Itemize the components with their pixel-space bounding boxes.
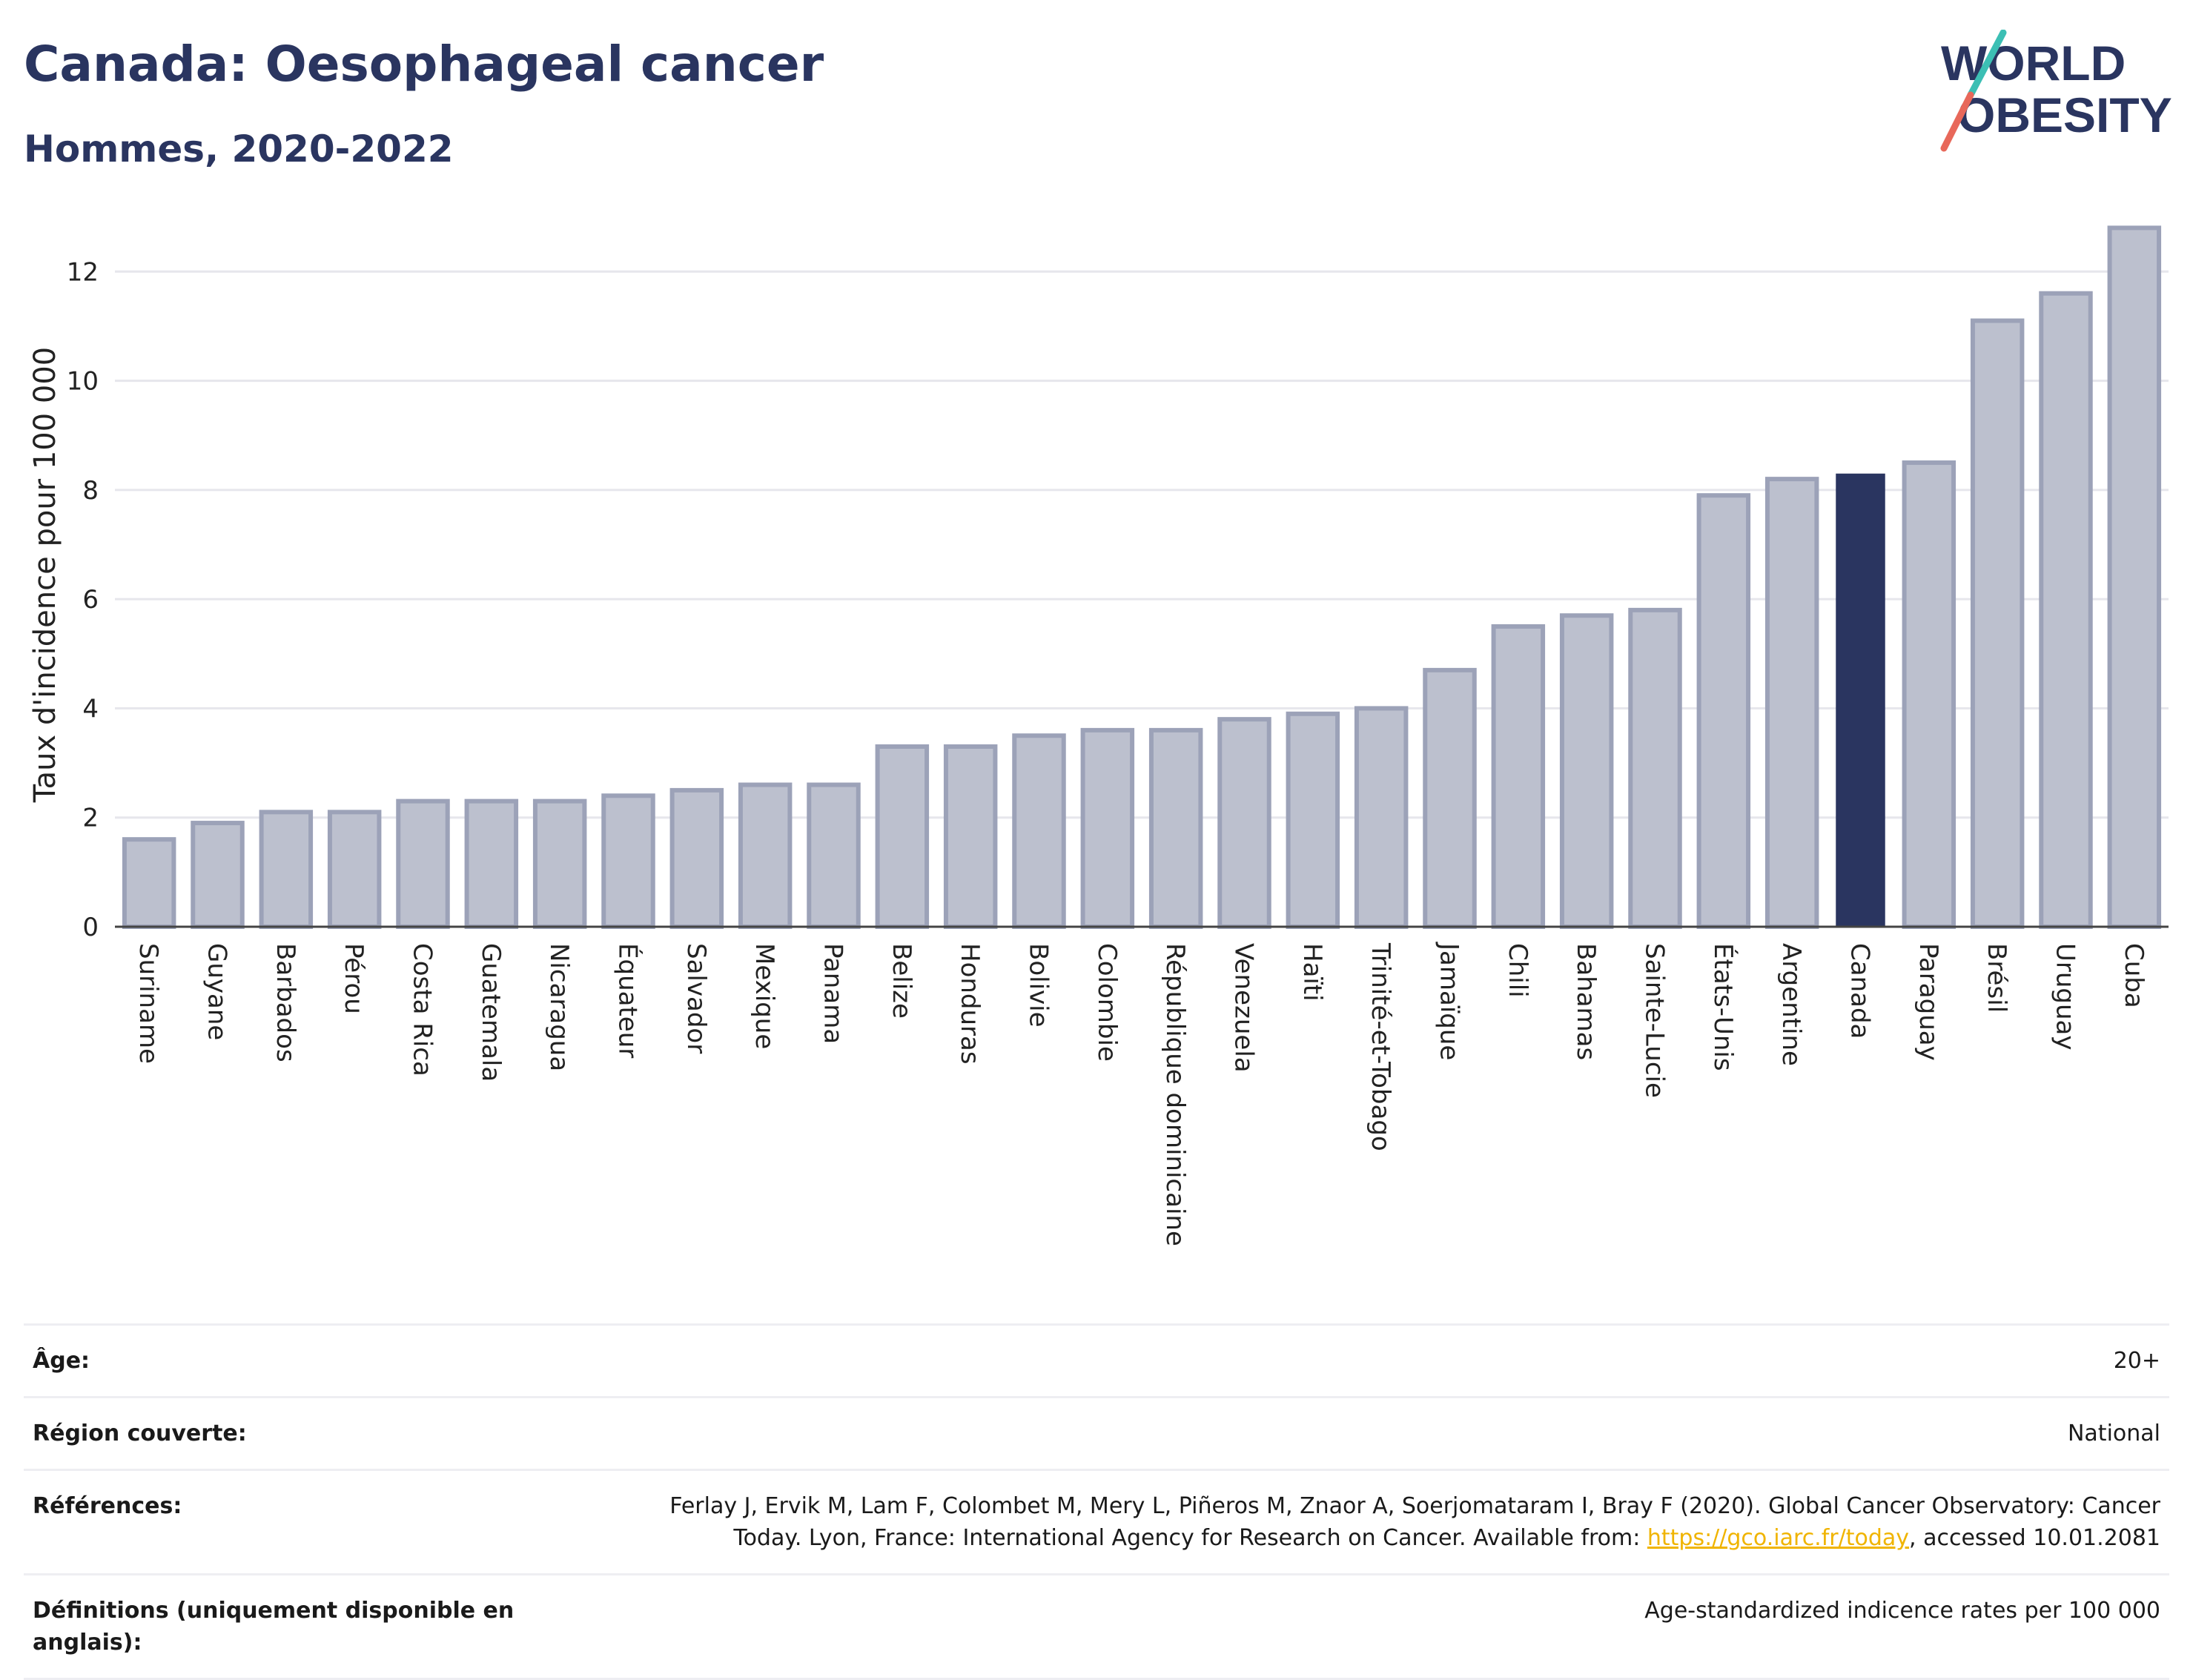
x-tick-label: Bolivie: [1024, 943, 1054, 1028]
region-value: National: [2067, 1421, 2160, 1446]
y-tick-label: 12: [67, 257, 99, 287]
references-text: Ferlay J, Ervik M, Lam F, Colombet M, Me…: [669, 1493, 2160, 1551]
bar: [1696, 493, 1751, 929]
x-tick-label: République dominicaine: [1160, 943, 1190, 1246]
bar: [943, 744, 998, 929]
definitions-value: Age-standardized indicence rates per 100…: [1644, 1598, 2160, 1624]
y-tick-label: 4: [82, 694, 99, 724]
y-tick-label: 10: [67, 367, 99, 397]
x-tick-label: Suriname: [133, 943, 163, 1064]
x-tick-label: Costa Rica: [408, 943, 437, 1077]
x-tick-label: Panama: [818, 943, 848, 1044]
bar: [1354, 706, 1409, 929]
bar: [1836, 473, 1885, 927]
x-tick-label: Barbados: [271, 943, 300, 1062]
y-tick-label: 6: [82, 585, 99, 615]
bar: [396, 798, 450, 929]
age-value: 20+: [2113, 1348, 2160, 1374]
bar: [1559, 613, 1614, 929]
x-tick-label: Haïti: [1297, 943, 1327, 1002]
x-tick-label: Guatemala: [476, 943, 506, 1082]
region-label: Région couverte:: [33, 1421, 247, 1446]
world-obesity-logo: WORLD OBESITY: [1940, 30, 2172, 152]
x-tick-label: États-Unis: [1708, 943, 1739, 1071]
bar: [1148, 727, 1203, 929]
x-tick-label: Jamaïque: [1435, 942, 1464, 1060]
x-tick-label: Brésil: [1982, 943, 2011, 1013]
bar: [1012, 733, 1066, 929]
bar: [807, 782, 861, 929]
bar: [1902, 460, 1956, 929]
x-tick-label: Pérou: [339, 943, 368, 1014]
references-value: Ferlay J, Ervik M, Lam F, Colombet M, Me…: [603, 1490, 2160, 1554]
bar: [875, 744, 930, 929]
bar: [122, 837, 176, 929]
bar: [1970, 318, 2025, 929]
bar: [1423, 667, 1477, 929]
x-tick-label: Mexique: [750, 943, 779, 1049]
info-row-age: Âge: 20+: [24, 1323, 2169, 1396]
bar: [738, 782, 793, 929]
bar: [327, 810, 382, 930]
info-row-definitions: Définitions (uniquement disponible en an…: [24, 1573, 2169, 1680]
y-tick-label: 0: [82, 913, 99, 942]
bar: [1286, 711, 1340, 929]
bar: [1491, 624, 1546, 929]
svg-text:OBESITY: OBESITY: [1957, 87, 2172, 142]
bar-chart: 0 2 4 6 8 10 12 Taux d'incidence pour 100 000 Su…: [28, 225, 2169, 1246]
x-tick-label: Bahamas: [1571, 943, 1601, 1060]
x-tick-label: Équateur: [613, 943, 644, 1058]
y-tick-label: 8: [82, 476, 99, 506]
x-tick-label: Argentine: [1776, 943, 1806, 1066]
x-tick-label: Venezuela: [1229, 943, 1259, 1073]
bar: [2107, 225, 2162, 930]
bar: [601, 793, 655, 930]
info-table: Âge: 20+ Région couverte: National Référ…: [24, 1323, 2169, 1680]
bar: [259, 810, 314, 930]
bar: [1628, 607, 1682, 929]
references-accessed: , accessed 10.01.2081: [1909, 1525, 2160, 1551]
y-axis-label: Taux d'incidence pour 100 000: [28, 347, 62, 803]
x-tick-label: Belize: [887, 943, 916, 1019]
bar: [532, 798, 587, 929]
references-label: Références:: [33, 1493, 182, 1519]
x-tick-label: Cuba: [2119, 943, 2149, 1008]
y-tick-label: 2: [82, 804, 99, 833]
bar: [191, 821, 245, 929]
x-tick-label: Colombie: [1092, 943, 1122, 1062]
x-tick-label: Honduras: [955, 943, 985, 1065]
bar: [669, 787, 724, 929]
x-tick-label: Salvador: [681, 943, 711, 1054]
x-tick-label: Paraguay: [1914, 943, 1943, 1061]
bar: [1217, 717, 1271, 929]
x-tick-label: Uruguay: [2051, 943, 2080, 1051]
bar: [1764, 477, 1819, 929]
bar: [2039, 291, 2093, 929]
bar: [464, 798, 519, 929]
x-tick-label: Nicaragua: [544, 943, 574, 1071]
x-tick-label: Canada: [1845, 943, 1875, 1039]
age-label: Âge:: [33, 1348, 90, 1374]
info-row-references: Références: Ferlay J, Ervik M, Lam F, Co…: [24, 1469, 2169, 1573]
bar: [1080, 727, 1135, 929]
x-tick-label: Trinité-et-Tobago: [1366, 942, 1395, 1151]
x-tick-label: Sainte-Lucie: [1640, 943, 1670, 1098]
references-link[interactable]: https://gco.iarc.fr/today: [1647, 1525, 1910, 1551]
definitions-label: Définitions (uniquement disponible en an…: [33, 1598, 515, 1656]
x-tick-label: Guyane: [202, 943, 232, 1040]
svg-text:WORLD: WORLD: [1941, 36, 2126, 90]
x-tick-label: Chili: [1503, 943, 1532, 998]
chart-subtitle: Hommes, 2020-2022: [24, 128, 454, 171]
chart-title: Canada: Oesophageal cancer: [24, 36, 824, 93]
info-row-region: Région couverte: National: [24, 1396, 2169, 1469]
